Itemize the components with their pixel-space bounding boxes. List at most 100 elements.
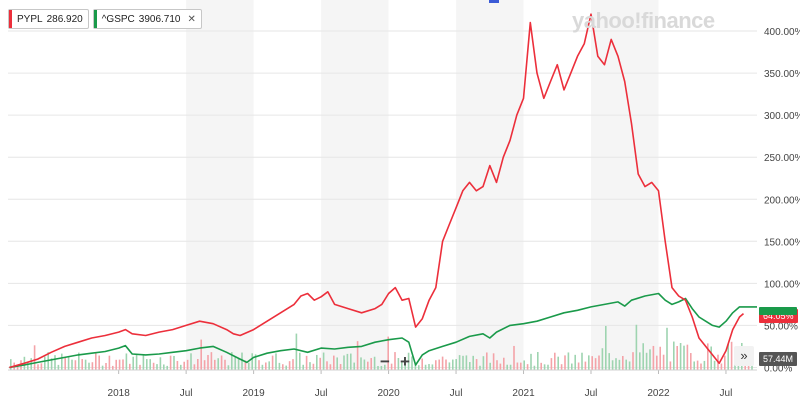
volume-bar: [193, 364, 196, 370]
volume-bar: [64, 357, 66, 370]
volume-bar: [353, 362, 355, 370]
zoom-in-button[interactable]: +: [399, 352, 410, 371]
y-tick-label: 300.00%: [764, 111, 800, 122]
volume-bar: [676, 345, 678, 370]
legend-chip-gspc[interactable]: ^GSPC 3906.710 ✕: [92, 9, 202, 29]
volume-bar: [373, 356, 376, 370]
volume-bar: [200, 339, 202, 370]
volume-bar: [397, 358, 400, 370]
volume-bar: [135, 354, 138, 370]
volume-bar: [169, 355, 172, 370]
x-tick-label: 2020: [377, 388, 400, 399]
volume-bar: [37, 364, 39, 370]
volume-bar: [428, 363, 430, 370]
volume-bar: [101, 365, 104, 370]
yahoo-finance-watermark: yahoo!finance: [572, 8, 715, 33]
volume-bar: [367, 361, 369, 370]
volume-bar: [91, 362, 94, 370]
volume-bar: [700, 363, 702, 370]
volume-bar: [152, 362, 155, 370]
volume-bar: [84, 359, 87, 370]
volume-bar: [88, 362, 90, 370]
volume-bar: [95, 352, 97, 370]
volume-bar: [139, 364, 141, 370]
volume-bar: [16, 364, 19, 370]
volume-bar: [268, 361, 270, 370]
volume-bar: [445, 359, 447, 370]
series-line-gspc: [9, 292, 757, 369]
volume-bar: [435, 360, 437, 370]
volume-bar: [703, 360, 706, 370]
volume-bar: [452, 359, 454, 370]
volume-bar: [489, 362, 491, 370]
volume-bar: [217, 358, 219, 370]
volume-bar: [516, 362, 519, 370]
volume-bar: [656, 355, 658, 370]
volume-bar: [132, 356, 134, 370]
volume-bar: [237, 358, 240, 370]
volume-bar: [186, 359, 189, 370]
y-tick-label: 100.00%: [764, 279, 800, 290]
volume-bar: [149, 359, 151, 370]
volume-bar: [601, 348, 604, 370]
volume-bar: [118, 359, 121, 370]
y-tick-label: 250.00%: [764, 153, 800, 164]
volume-bar: [486, 352, 488, 370]
volume-bar: [642, 343, 644, 370]
top-indicator: [489, 0, 499, 3]
volume-bar: [421, 358, 423, 370]
legend-chip-pypl[interactable]: PYPL 286.920: [8, 9, 89, 29]
gspc-swatch: [93, 10, 97, 28]
volume-bar: [251, 353, 253, 370]
volume-bar: [319, 357, 321, 370]
volume-bar: [496, 360, 498, 370]
zoom-out-button[interactable]: −: [380, 352, 390, 371]
volume-bar: [554, 352, 556, 370]
close-icon[interactable]: ✕: [187, 13, 196, 25]
volume-bar: [163, 364, 165, 370]
volume-bar: [322, 352, 325, 370]
volume-bar: [67, 356, 70, 370]
volume-bar: [649, 349, 651, 370]
volume-bar: [61, 353, 63, 370]
volume-bar: [166, 365, 168, 370]
volume-bar: [316, 354, 318, 370]
volume-bar: [241, 352, 243, 370]
x-tick-label: Jul: [585, 388, 598, 399]
volume-bar: [632, 352, 634, 370]
volume-bar: [574, 354, 576, 370]
volume-bar: [533, 365, 536, 370]
volume-bar: [411, 356, 413, 370]
volume-bar: [550, 358, 553, 370]
y-tick-label: 0.00%: [764, 363, 792, 374]
x-tick-label: 2021: [512, 388, 535, 399]
volume-bar: [159, 357, 162, 370]
volume-bar: [659, 346, 661, 370]
expand-chevrons-icon[interactable]: »: [734, 346, 754, 366]
volume-bar: [537, 352, 539, 370]
volume-bar: [125, 353, 128, 370]
volume-bar: [390, 363, 393, 370]
volume-bar: [683, 345, 685, 370]
volume-bar: [724, 355, 726, 370]
volume-bar: [50, 358, 53, 370]
volume-bar: [424, 364, 427, 370]
volume-bar: [190, 353, 192, 370]
volume-bar: [469, 362, 471, 370]
volume-bar: [57, 364, 60, 370]
volume-bar: [598, 355, 600, 370]
x-axis: 2018 Jul 2019 Jul 2020 Jul 2021 Jul 2022 Jul: [8, 369, 757, 399]
volume-bar: [509, 364, 512, 370]
gspc-value: 3906.710: [138, 13, 181, 25]
volume-bar: [581, 352, 583, 370]
y-tick-label: 400.00%: [764, 27, 800, 38]
volume-bar: [346, 353, 349, 370]
volume-bar: [227, 365, 230, 370]
volume-bar: [363, 359, 366, 370]
volume-bar: [431, 364, 434, 370]
volume-bar: [608, 353, 610, 370]
volume-bar: [526, 364, 529, 370]
gspc-marker-badge: [759, 307, 797, 315]
volume-bar: [557, 356, 559, 370]
